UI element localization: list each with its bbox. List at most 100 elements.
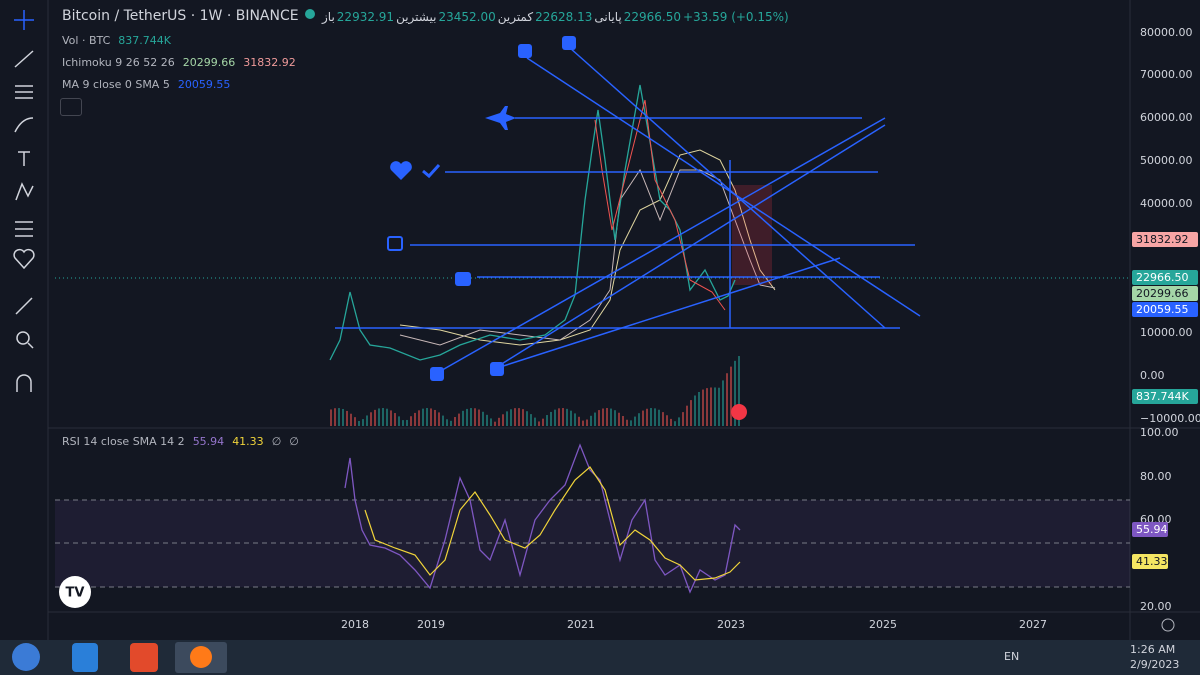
volume-bar xyxy=(386,408,388,426)
toolbar xyxy=(0,0,48,640)
ohlc: باز 22932.91 بیشترین 23452.00 کمترین 22628.13… xyxy=(322,10,791,24)
indicator-name: Vol · BTC xyxy=(62,34,111,47)
volume-bar xyxy=(498,417,500,426)
ohlc-item: +33.59 (+0.15%) xyxy=(682,10,789,24)
volume-bar xyxy=(578,416,580,426)
price-badge: 20299.66 xyxy=(1132,286,1198,301)
volume-bar xyxy=(722,380,724,426)
price-label: 10000.00 xyxy=(1140,326,1193,339)
volume-bar xyxy=(390,410,392,426)
volume-bar xyxy=(594,412,596,426)
ohlc-item: 22628.13 xyxy=(535,10,593,24)
price-label: −10000.00 xyxy=(1140,412,1200,425)
svg-text:TV: TV xyxy=(66,586,85,601)
volume-bar xyxy=(702,389,704,426)
volume-bar xyxy=(410,416,412,426)
volume-bar xyxy=(530,414,532,426)
volume-bar xyxy=(626,419,628,426)
volume-bar xyxy=(414,412,416,426)
volume-bar xyxy=(622,416,624,426)
volume-bar xyxy=(514,408,516,426)
volume-bar xyxy=(638,413,640,426)
clock-time: 1:26 AM xyxy=(1130,643,1176,656)
volume-bar xyxy=(430,408,432,426)
volume-bar xyxy=(682,412,684,426)
volume-bar xyxy=(558,408,560,426)
time-label: 2019 xyxy=(417,618,445,631)
volume-bar xyxy=(338,408,340,426)
language[interactable]: EN xyxy=(1004,650,1020,663)
volume-bar xyxy=(550,411,552,426)
volume-bar xyxy=(446,419,448,426)
volume-bar xyxy=(510,409,512,426)
ohlc-item: باز xyxy=(322,10,335,24)
volume-bar xyxy=(374,409,376,426)
ohlc-item: 23452.00 xyxy=(438,10,496,24)
volume-bar xyxy=(358,420,360,426)
indicator-value: 20059.55 xyxy=(177,78,231,91)
volume-bar xyxy=(450,420,452,426)
event-flag[interactable] xyxy=(731,404,747,420)
volume-bar xyxy=(698,391,700,426)
volume-bar xyxy=(570,410,572,426)
volume-bar xyxy=(598,410,600,426)
taskbar-app[interactable] xyxy=(130,643,158,672)
volume-bar xyxy=(646,408,648,426)
indicator-value: ∅ xyxy=(289,435,299,448)
ohlc-item: کمترین xyxy=(497,10,534,24)
volume-bar xyxy=(454,417,456,426)
volume-bar xyxy=(554,409,556,426)
ichimoku-span xyxy=(399,168,776,346)
rsi-ma-line xyxy=(364,466,741,581)
volume-bar xyxy=(590,415,592,426)
volume-bar xyxy=(354,417,356,426)
volume-bar xyxy=(402,420,404,426)
price-label: 40000.00 xyxy=(1140,197,1193,210)
volume-bar xyxy=(678,417,680,426)
volume-bar xyxy=(370,412,372,426)
price-badge: 31832.92 xyxy=(1132,232,1198,247)
volume-bar xyxy=(610,408,612,426)
firefox-icon xyxy=(190,646,212,668)
volume-bar xyxy=(518,408,520,426)
price-label: 50000.00 xyxy=(1140,154,1193,167)
volume-bar xyxy=(482,411,484,426)
volume-bar xyxy=(666,415,668,426)
indicator-value: 55.94 xyxy=(192,435,225,448)
rsi-label: 100.00 xyxy=(1140,426,1179,439)
volume-bar xyxy=(462,410,464,426)
price-label: 0.00 xyxy=(1140,369,1165,382)
collapse-button[interactable] xyxy=(60,98,82,116)
volume-bar xyxy=(574,413,576,426)
volume-bar xyxy=(602,408,604,426)
settings-icon[interactable] xyxy=(1161,618,1175,632)
start-button[interactable] xyxy=(12,643,40,671)
ichimoku-span xyxy=(399,149,776,346)
indicator-value: 31832.92 xyxy=(243,56,296,69)
volume-bar xyxy=(378,408,380,426)
indicator-value: ∅ xyxy=(271,435,282,448)
volume-bar xyxy=(694,395,696,426)
volume-bar xyxy=(606,408,608,426)
price-label: 80000.00 xyxy=(1140,26,1193,39)
vol-legend: Vol · BTC 837.744K xyxy=(62,34,179,47)
volume-bar xyxy=(642,410,644,426)
time-label: 2023 xyxy=(717,618,745,631)
ohlc-item: 22932.91 xyxy=(336,10,395,24)
volume-bar xyxy=(350,413,352,426)
volume-bar xyxy=(734,360,736,426)
toolbar-icons[interactable] xyxy=(13,10,35,392)
tv-logo: TV xyxy=(59,576,91,608)
volume-bar xyxy=(538,421,540,426)
indicator-name: MA 9 close 0 SMA 5 xyxy=(62,78,170,91)
volume-bar xyxy=(506,411,508,426)
volume-bar xyxy=(714,387,716,426)
taskbar-app[interactable] xyxy=(72,643,98,672)
indicator-value: 41.33 xyxy=(232,435,264,448)
market-status xyxy=(305,9,315,19)
symbol-title: Bitcoin / TetherUS · 1W · BINANCE xyxy=(62,8,299,24)
volume-bar xyxy=(690,400,692,426)
rsi-badge: 41.33 xyxy=(1132,554,1168,569)
volume-bar xyxy=(362,419,364,426)
